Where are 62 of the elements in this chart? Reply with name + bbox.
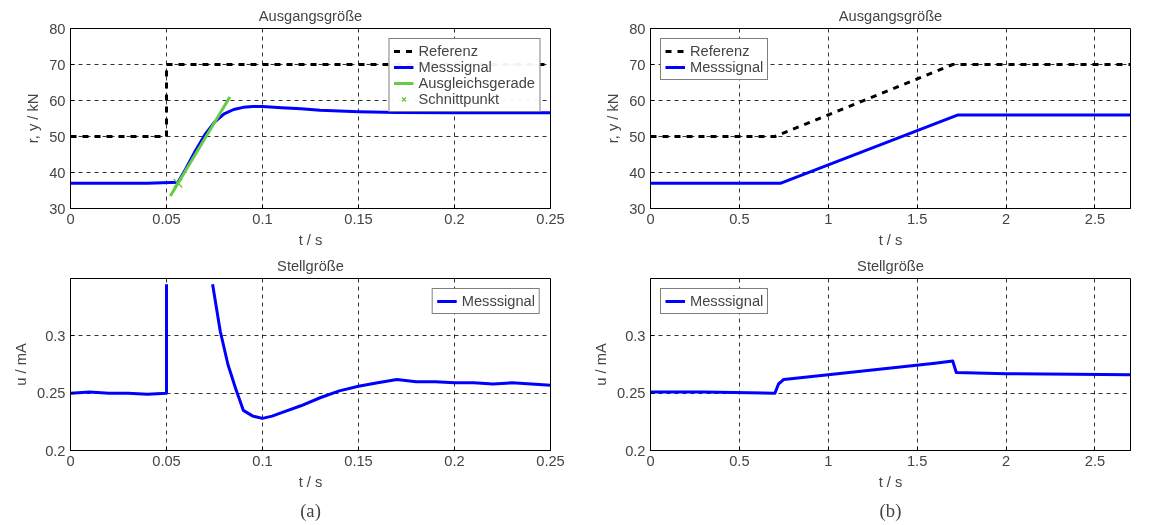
y-axis-title: r, y / kN bbox=[25, 93, 42, 144]
x-tick-label: 0.15 bbox=[344, 452, 373, 469]
chart-title: Ausgangsgröße bbox=[838, 7, 943, 24]
y-tick-label: 40 bbox=[49, 164, 66, 181]
x-tick-label: 1 bbox=[824, 210, 833, 227]
x-axis-title: t / s bbox=[298, 473, 323, 490]
y-tick-label: 80 bbox=[629, 20, 646, 37]
x-tick-label: 0.1 bbox=[252, 210, 273, 227]
y-axis-title: u / mA bbox=[12, 343, 29, 386]
x-tick-label: 0 bbox=[646, 452, 655, 469]
legend-label: Messsignal bbox=[690, 293, 764, 309]
x-tick-label: 0.15 bbox=[344, 210, 373, 227]
x-tick-label: 2.5 bbox=[1084, 210, 1106, 227]
x-axis-title: t / s bbox=[878, 231, 903, 248]
x-tick-label: 0.5 bbox=[729, 452, 750, 469]
y-tick-label: 0.3 bbox=[625, 327, 646, 344]
legend-label: Messsignal bbox=[461, 293, 535, 309]
chart-title: Ausgangsgröße bbox=[258, 7, 363, 24]
x-tick-label: 0.25 bbox=[536, 452, 565, 469]
x-tick-label: 0.05 bbox=[152, 210, 181, 227]
x-tick-label: 2.5 bbox=[1084, 452, 1106, 469]
y-tick-label: 60 bbox=[49, 92, 66, 109]
x-axis-title: t / s bbox=[878, 473, 903, 490]
x-tick-label: 0 bbox=[66, 452, 75, 469]
x-tick-label: 2 bbox=[1001, 452, 1011, 469]
y-tick-label: 50 bbox=[49, 128, 66, 145]
y-tick-label: 30 bbox=[49, 200, 66, 217]
x-tick-label: 1.5 bbox=[906, 210, 928, 227]
y-tick-label: 50 bbox=[629, 128, 646, 145]
legend-label: Referenz bbox=[690, 43, 750, 59]
y-tick-label: 60 bbox=[629, 92, 646, 109]
x-tick-label: 2 bbox=[1001, 210, 1011, 227]
y-axis-title: u / mA bbox=[592, 343, 609, 386]
chart-title: Stellgröße bbox=[277, 257, 344, 274]
x-tick-label: 0.2 bbox=[444, 452, 465, 469]
x-tick-label: 0.05 bbox=[152, 452, 181, 469]
x-tick-label: 0 bbox=[66, 210, 75, 227]
y-axis-title: r, y / kN bbox=[605, 93, 622, 144]
legend-label: Messsignal bbox=[418, 59, 492, 75]
x-axis-title: t / s bbox=[298, 231, 323, 248]
x-tick-label: 1 bbox=[824, 452, 833, 469]
y-tick-label: 70 bbox=[49, 56, 66, 73]
x-tick-label: 0.25 bbox=[536, 210, 565, 227]
x-tick-label: 0.2 bbox=[444, 210, 465, 227]
x-tick-label: 0.5 bbox=[729, 210, 750, 227]
y-tick-label: 30 bbox=[629, 200, 646, 217]
x-tick-label: 0 bbox=[646, 210, 655, 227]
y-tick-label: 0.25 bbox=[616, 385, 646, 402]
y-tick-label: 40 bbox=[629, 164, 646, 181]
text: (b) bbox=[879, 499, 902, 522]
y-tick-label: 70 bbox=[629, 56, 646, 73]
legend-label: Schnittpunkt bbox=[418, 91, 500, 107]
x-tick-label: 1.5 bbox=[906, 452, 928, 469]
legend-label: Ausgleichsgerade bbox=[418, 75, 535, 91]
y-tick-label: 0.3 bbox=[45, 327, 66, 344]
y-tick-label: 80 bbox=[49, 20, 66, 37]
legend-label: Referenz bbox=[418, 43, 478, 59]
legend-label: Messsignal bbox=[690, 59, 764, 75]
x-tick-label: 0.1 bbox=[252, 452, 273, 469]
y-tick-label: 0.25 bbox=[36, 385, 66, 402]
text: (a) bbox=[300, 499, 321, 522]
chart-title: Stellgröße bbox=[857, 257, 924, 274]
